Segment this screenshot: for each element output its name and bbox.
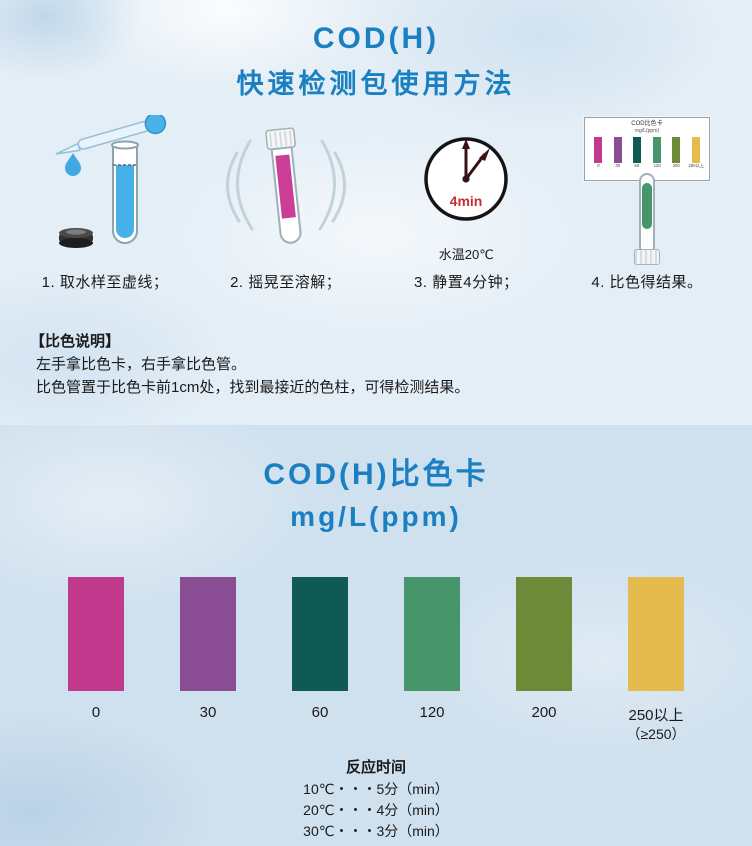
step-1: 1. 取水样至虚线； [16,112,194,292]
mini-color-card: COD比色卡 mg/L(ppm) 0 30 [583,117,710,181]
color-card-with-tube-icon: COD比色卡 mg/L(ppm) 0 30 [558,115,736,265]
mini-bar-chip [613,137,622,163]
shaking-tube [264,127,302,244]
step-3: 4min 水温20℃ 3. 静置4分钟； [377,115,555,292]
comparison-tube-cap [633,249,660,265]
swatch-250plus: 250以上 （≥250） [620,577,692,743]
mini-bar: 0 [591,137,605,170]
step1-illustration [55,112,167,248]
color-card-unit: mg/L(ppm) [290,501,462,532]
mini-card-bars: 0 30 60 120 [589,137,705,170]
mini-bar: 30 [611,137,625,170]
step-1-label: 1. 取水样至虚线； [41,274,169,291]
mini-bar: 250以上 [688,137,704,170]
step3-illustration: 4min [424,137,509,221]
color-comparison-notes: 【比色说明】 左手拿比色卡，右手拿比色管。 比色管置于比色卡前1cm处，找到最接… [0,330,752,399]
tube-cap-icon [59,228,93,248]
step-4-label: 4. 比色得结果。 [591,274,703,291]
chip-label: 60 [311,704,329,721]
usage-steps-section: COD(H) 快速检测包使用方法 [0,0,752,425]
mini-bar: 120 [650,137,664,170]
page-title: COD(H) [312,22,440,55]
swatch-0: 0 [60,577,132,743]
color-card-title: COD(H)比色卡 [263,458,489,491]
color-chip [180,577,236,691]
color-card-section: COD(H)比色卡 mg/L(ppm) 0 30 60 120 [0,425,752,846]
notes-line: 比色管置于比色卡前1cm处，找到最接近的色柱，可得检测结果。 [36,379,470,396]
mini-bar-chip [652,137,661,163]
swatch-200: 200 [508,577,580,743]
notes-line: 左手拿比色卡，右手拿比色管。 [36,356,247,373]
chip-label: 0 [91,704,101,721]
mini-card-unit: mg/L(ppm) [634,128,660,134]
reaction-time-line: 20℃・・・4分（min） [303,802,449,818]
motion-arcs [225,139,346,231]
clock-icon: 4min 水温20℃ [377,115,555,265]
mini-bar: 200 [669,137,683,170]
header: COD(H) 快速检测包使用方法 [0,0,752,101]
mini-bar-chip [633,137,642,163]
reaction-time-block: 反应时间 10℃・・・5分（min） 20℃・・・4分（min） 30℃・・・3… [0,757,752,842]
water-temp-note: 水温20℃ [438,247,494,262]
water-drop-icon [65,153,81,176]
page-subtitle: 快速检测包使用方法 [236,69,516,99]
chip-label: 120 [419,704,445,721]
mini-card-title: COD比色卡 [631,121,663,127]
test-tube [111,140,139,244]
mini-bar-chip [691,137,700,163]
notes-heading: 【比色说明】 [30,333,121,350]
mini-bar-chip [593,137,602,163]
comparison-tube-liquid [641,183,652,229]
reaction-time-line: 10℃・・・5分（min） [303,781,449,797]
color-chip [516,577,572,691]
chip-sublabel: （≥250） [626,726,686,742]
color-chip [292,577,348,691]
swatch-30: 30 [172,577,244,743]
reaction-time-line: 30℃・・・3分（min） [303,823,449,839]
mini-bar-chip [672,137,681,163]
color-chip [628,577,684,691]
swatches-row: 0 30 60 120 200 [0,577,752,743]
reaction-time-title: 反应时间 [345,759,406,776]
dropper-icon [55,112,167,155]
step-2: 2. 摇晃至溶解； [197,115,375,292]
shake-tube-icon [197,115,375,265]
chip-label: 30 [199,704,217,721]
steps-row: 1. 取水样至虚线； [0,101,752,292]
step2-illustration [225,127,346,244]
swatch-120: 120 [396,577,468,743]
dropper-and-tube-icon [16,112,194,265]
mini-bar: 60 [630,137,644,170]
comparison-tube-icon [633,173,660,265]
swatch-60: 60 [284,577,356,743]
color-chip [404,577,460,691]
step-4: COD比色卡 mg/L(ppm) 0 30 [558,115,736,292]
color-chip [68,577,124,691]
chip-label: 250以上 [628,707,684,724]
step-2-label: 2. 摇晃至溶解； [230,274,342,291]
step-3-label: 3. 静置4分钟； [414,274,519,291]
chip-label: 200 [531,704,557,721]
clock-minutes-text: 4min [450,193,483,209]
